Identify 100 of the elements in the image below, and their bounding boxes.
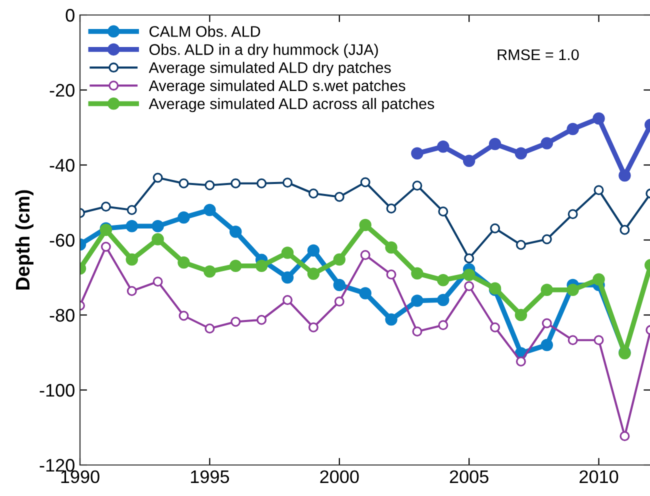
point bbox=[204, 324, 215, 334]
y-tick-label: 0 bbox=[66, 8, 74, 22]
point bbox=[462, 268, 476, 281]
point bbox=[411, 294, 424, 307]
point bbox=[568, 335, 578, 346]
point bbox=[126, 205, 137, 215]
point bbox=[334, 296, 344, 306]
point bbox=[516, 356, 526, 366]
point bbox=[282, 295, 293, 305]
point bbox=[360, 177, 370, 188]
point bbox=[282, 178, 293, 188]
point bbox=[152, 276, 163, 287]
point bbox=[256, 314, 267, 325]
point bbox=[385, 241, 398, 254]
point bbox=[256, 178, 267, 188]
point bbox=[255, 260, 268, 272]
point bbox=[566, 284, 579, 296]
point bbox=[230, 260, 242, 272]
point bbox=[514, 147, 528, 160]
point bbox=[152, 233, 164, 246]
point bbox=[308, 188, 318, 198]
point bbox=[540, 284, 554, 296]
point bbox=[462, 154, 476, 167]
point bbox=[618, 169, 631, 182]
point bbox=[281, 271, 294, 284]
point bbox=[100, 202, 111, 212]
point bbox=[178, 211, 190, 224]
point bbox=[333, 278, 346, 292]
y-tick-label: -60 bbox=[50, 234, 74, 247]
point bbox=[542, 234, 552, 244]
y-axis-title: Depth (cm) bbox=[15, 190, 34, 290]
point bbox=[464, 253, 474, 264]
point bbox=[204, 180, 215, 190]
x-tick-label: 2000 bbox=[320, 470, 359, 484]
point bbox=[592, 112, 605, 125]
point bbox=[620, 431, 630, 442]
point bbox=[307, 268, 320, 280]
y-tick-label: -20 bbox=[50, 84, 74, 97]
point bbox=[334, 192, 344, 202]
point bbox=[386, 204, 396, 214]
point bbox=[542, 318, 552, 328]
point bbox=[333, 253, 346, 266]
point bbox=[540, 338, 554, 352]
x-tick-label: 1990 bbox=[61, 470, 100, 484]
point bbox=[490, 322, 500, 332]
point bbox=[411, 147, 424, 160]
point bbox=[385, 313, 398, 326]
point bbox=[126, 220, 138, 232]
y-tick-label: -80 bbox=[50, 308, 74, 322]
legend-label: Average simulated ALD across all patches bbox=[148, 98, 434, 112]
point bbox=[178, 256, 190, 269]
point bbox=[437, 294, 450, 306]
point bbox=[437, 140, 450, 153]
point bbox=[488, 138, 502, 150]
y-tick-label: -120 bbox=[40, 458, 74, 472]
point bbox=[178, 310, 189, 321]
point bbox=[594, 335, 604, 346]
point bbox=[464, 281, 474, 292]
point bbox=[514, 308, 528, 322]
legend-label: Average simulated ALD s.wet patches bbox=[148, 80, 406, 94]
point bbox=[412, 326, 422, 336]
point bbox=[230, 316, 241, 327]
legend-label: Obs. ALD in a dry hummock (JJA) bbox=[149, 44, 378, 58]
point bbox=[281, 246, 294, 259]
point bbox=[540, 137, 554, 150]
point bbox=[438, 206, 448, 216]
point bbox=[359, 218, 372, 232]
point bbox=[566, 122, 579, 136]
point bbox=[516, 240, 526, 250]
point bbox=[204, 204, 216, 216]
point bbox=[204, 265, 216, 278]
point bbox=[308, 322, 318, 332]
x-tick-label: 2010 bbox=[580, 470, 618, 484]
point bbox=[230, 226, 242, 238]
y-tick-label: -100 bbox=[40, 384, 74, 397]
point bbox=[620, 224, 630, 235]
y-tick-label: -40 bbox=[50, 158, 74, 172]
legend-label: Average simulated ALD dry patches bbox=[148, 62, 391, 76]
point bbox=[100, 242, 111, 252]
point bbox=[438, 320, 448, 330]
point bbox=[359, 287, 372, 300]
annotation: RMSE = 1.0 bbox=[498, 49, 579, 60]
point bbox=[490, 223, 500, 234]
x-tick-label: 2005 bbox=[450, 470, 488, 484]
point bbox=[230, 178, 241, 188]
point bbox=[126, 286, 137, 296]
point bbox=[437, 274, 450, 286]
point bbox=[152, 220, 164, 232]
point bbox=[126, 253, 138, 266]
legend-label: CALM Obs. ALD bbox=[150, 26, 260, 37]
point bbox=[307, 244, 320, 257]
point bbox=[568, 209, 578, 220]
point bbox=[360, 250, 370, 260]
x-tick-label: 1995 bbox=[190, 470, 230, 484]
point bbox=[412, 180, 422, 191]
point bbox=[592, 273, 605, 286]
point bbox=[594, 185, 604, 196]
point bbox=[178, 178, 189, 188]
point bbox=[411, 267, 424, 280]
point bbox=[386, 270, 396, 280]
